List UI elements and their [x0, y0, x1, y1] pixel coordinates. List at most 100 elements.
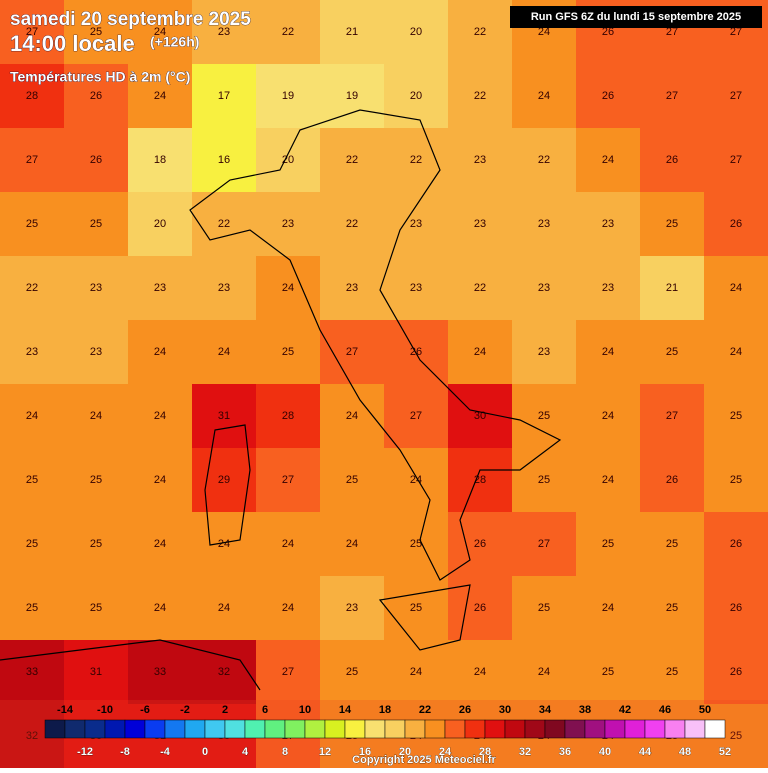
- temperature-cell: [448, 128, 513, 193]
- scale-swatch: [44, 719, 66, 739]
- temperature-value: 23: [538, 282, 550, 294]
- temperature-value: 23: [602, 282, 614, 294]
- temperature-cell: [256, 192, 321, 257]
- temperature-cell: [640, 512, 705, 577]
- temperature-cell: [576, 448, 641, 513]
- temperature-value: 26: [730, 218, 742, 230]
- temperature-value: 23: [538, 346, 550, 358]
- temperature-cell: [320, 256, 385, 321]
- scale-label: -2: [180, 704, 190, 716]
- scale-label: 40: [599, 746, 611, 758]
- temperature-cell: [704, 448, 768, 513]
- temperature-value: 25: [90, 26, 102, 38]
- temperature-cell: [512, 448, 577, 513]
- temperature-cell: [128, 192, 193, 257]
- scale-label: 50: [699, 704, 711, 716]
- temperature-cell: [320, 192, 385, 257]
- color-scale: -14-12-10-8-6-4-202468101214161820222426…: [44, 704, 731, 758]
- scale-swatch: [584, 719, 606, 739]
- temperature-cell: [192, 256, 257, 321]
- temperature-value: 27: [538, 538, 550, 550]
- temperature-value: 20: [154, 218, 166, 230]
- scale-label: 16: [359, 746, 371, 758]
- temperature-value: 28: [282, 410, 294, 422]
- temperature-cell: [256, 64, 321, 129]
- temperature-cell: [0, 576, 65, 641]
- temperature-cell: [320, 576, 385, 641]
- temperature-value: 25: [538, 474, 550, 486]
- temperature-value: 23: [474, 218, 486, 230]
- temperature-value: 23: [26, 346, 38, 358]
- temperature-value: 22: [26, 282, 38, 294]
- lead-time: (+126h): [150, 34, 199, 50]
- temperature-value: 25: [346, 474, 358, 486]
- temperature-cell: [320, 320, 385, 385]
- temperature-value: 24: [218, 346, 230, 358]
- temperature-value: 27: [282, 666, 294, 678]
- temperature-value: 25: [538, 602, 550, 614]
- temperature-cell: [256, 320, 321, 385]
- temperature-cell: [704, 256, 768, 321]
- scale-label: 8: [282, 746, 288, 758]
- scale-swatch: [244, 719, 266, 739]
- scale-swatch: [464, 719, 486, 739]
- temperature-cell: [0, 320, 65, 385]
- scale-swatch: [524, 719, 546, 739]
- temperature-value: 24: [346, 410, 358, 422]
- temperature-cell: [512, 576, 577, 641]
- temperature-value: 23: [282, 218, 294, 230]
- temperature-cell: [512, 128, 577, 193]
- scale-label: 0: [202, 746, 208, 758]
- temperature-cell: [384, 64, 449, 129]
- temperature-value: 33: [26, 666, 38, 678]
- temperature-value: 25: [410, 602, 422, 614]
- temperature-cell: [704, 192, 768, 257]
- temperature-value: 32: [26, 730, 38, 742]
- temperature-cell: [512, 64, 577, 129]
- temperature-value: 26: [666, 474, 678, 486]
- temperature-cell: [640, 192, 705, 257]
- temperature-value: 23: [410, 282, 422, 294]
- temperature-value: 24: [602, 154, 614, 166]
- temperature-cell: [384, 576, 449, 641]
- temperature-value: 26: [90, 154, 102, 166]
- temperature-value: 24: [154, 90, 166, 102]
- temperature-value: 25: [730, 474, 742, 486]
- scale-swatch: [444, 719, 466, 739]
- scale-swatch: [64, 719, 86, 739]
- temperature-cell: [704, 512, 768, 577]
- temperature-value: 26: [602, 26, 614, 38]
- temperature-value: 19: [282, 90, 294, 102]
- temperature-cell: [704, 320, 768, 385]
- temperature-cell: [64, 320, 129, 385]
- temperature-cell: [640, 64, 705, 129]
- scale-label: -10: [97, 704, 113, 716]
- temperature-cell: [128, 128, 193, 193]
- copyright: Copyright 2025 Meteociel.fr: [352, 754, 496, 766]
- temperature-cell: [512, 256, 577, 321]
- scale-label: -4: [160, 746, 171, 758]
- temperature-cell: [192, 192, 257, 257]
- temperature-value: 24: [602, 410, 614, 422]
- scale-label: 20: [399, 746, 411, 758]
- temperature-value: 24: [90, 410, 102, 422]
- coastline: [378, 584, 471, 651]
- temperature-cell: [512, 192, 577, 257]
- scale-swatch: [164, 719, 186, 739]
- temperature-cell: [192, 576, 257, 641]
- scale-swatch: [664, 719, 686, 739]
- temperature-cell: [576, 128, 641, 193]
- scale-label: 30: [499, 704, 511, 716]
- temperature-cell: [640, 384, 705, 449]
- scale-label: -6: [140, 704, 150, 716]
- temperature-value: 22: [474, 26, 486, 38]
- temperature-value: 23: [90, 346, 102, 358]
- temperature-value: 26: [666, 154, 678, 166]
- temperature-value: 23: [410, 218, 422, 230]
- temperature-value: 20: [410, 90, 422, 102]
- coastline: [204, 424, 251, 546]
- scale-label: -8: [120, 746, 130, 758]
- temperature-value: 22: [346, 154, 358, 166]
- temperature-value: 27: [282, 474, 294, 486]
- temperature-value: 23: [602, 218, 614, 230]
